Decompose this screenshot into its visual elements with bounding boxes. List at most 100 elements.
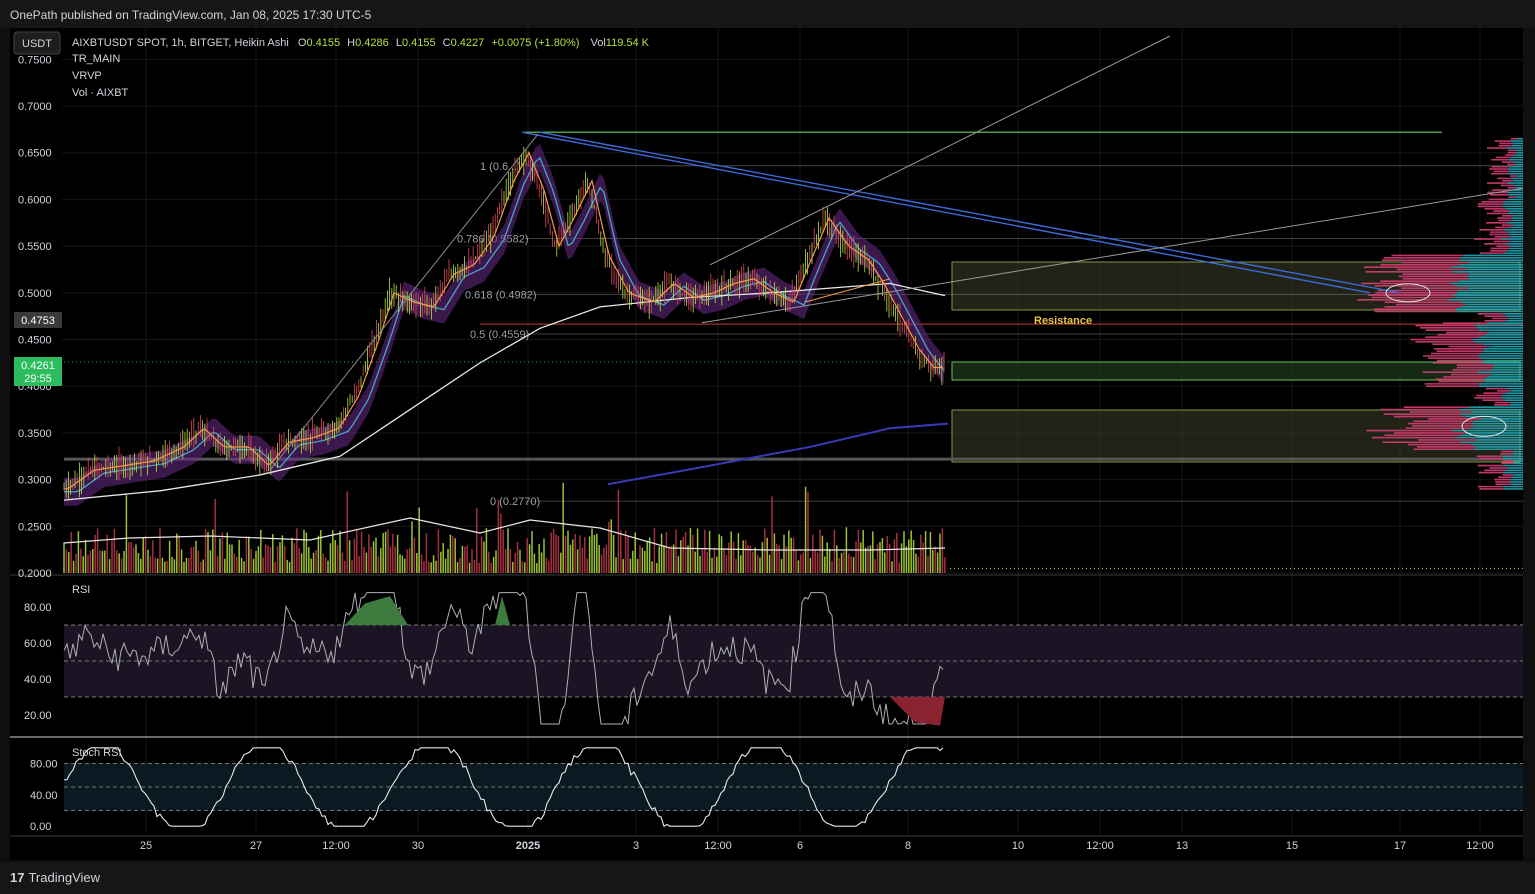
close-value: 0.4227 bbox=[451, 37, 485, 49]
price-badges: 0.4753 0.4261 29:55 bbox=[14, 312, 62, 386]
price-tick-label: 0.5000 bbox=[18, 288, 52, 300]
rising-trendline bbox=[269, 133, 539, 471]
price-series bbox=[63, 144, 949, 506]
time-tick-label: 6 bbox=[797, 840, 803, 852]
rsi-tick-label: 80.00 bbox=[24, 602, 52, 614]
tradingview-brand: TradingView bbox=[28, 870, 101, 885]
stoch-tick-label: 0.00 bbox=[30, 821, 51, 833]
tradingview-logo-icon: 17 bbox=[10, 870, 25, 885]
fast-ema-line bbox=[64, 151, 943, 490]
volume-ma-line bbox=[63, 517, 946, 551]
highlight-ellipse bbox=[1461, 415, 1507, 437]
chart-canvas[interactable]: 1 (0.6...)0.786 (0.5582)0.618 (0.4982)0.… bbox=[10, 28, 1524, 860]
descending-trendline bbox=[521, 131, 1371, 294]
ohlc-legend: AIXBTUSDT SPOT, 1h, BITGET, Heikin Ashi … bbox=[72, 37, 650, 49]
resistance-label: Resistance bbox=[1034, 315, 1092, 327]
price-tick-label: 0.5500 bbox=[18, 241, 52, 253]
rsi-tick-label: 20.00 bbox=[24, 710, 52, 722]
price-tick-label: 0.3500 bbox=[18, 428, 52, 440]
fib-level-label: 0.5 (0.4559) bbox=[470, 329, 529, 341]
axes: 0.7500 0.7000 0.6500 0.6000 0.5500 0.5000 0.45… bbox=[18, 54, 1494, 852]
price-tick-label: 0.3000 bbox=[18, 475, 52, 487]
time-tick-label: 10 bbox=[1012, 840, 1024, 852]
volume-value: 119.54 K bbox=[606, 37, 650, 49]
time-tick-label: 15 bbox=[1286, 840, 1298, 852]
time-tick-label: 3 bbox=[633, 840, 639, 852]
trendline-drawings[interactable] bbox=[269, 35, 1524, 471]
publisher-header: OnePath published on TradingView.com, Ja… bbox=[0, 0, 1535, 28]
volume-profile bbox=[1357, 137, 1523, 490]
time-tick-label: 12:00 bbox=[1466, 840, 1494, 852]
indicator-vrvp[interactable]: VRVP bbox=[72, 70, 102, 82]
time-tick-label: 8 bbox=[905, 840, 911, 852]
rsi-overbought-fill bbox=[345, 596, 408, 625]
high-value: 0.4286 bbox=[355, 37, 389, 49]
publisher-text: OnePath published on TradingView.com, Ja… bbox=[10, 8, 372, 22]
chart-legend: USDT AIXBTUSDT SPOT, 1h, BITGET, Heikin … bbox=[13, 31, 1092, 759]
rsi-line bbox=[63, 591, 944, 725]
time-tick-label: 12:00 bbox=[322, 840, 350, 852]
price-tick-label: 0.6500 bbox=[18, 148, 52, 160]
low-value: 0.4155 bbox=[402, 37, 436, 49]
stoch-tick-label: 40.00 bbox=[30, 790, 58, 802]
current-price-badge bbox=[14, 357, 62, 386]
indicator-volume[interactable]: Vol · AIXBT bbox=[72, 87, 129, 99]
slow-ema-line bbox=[63, 282, 946, 501]
price-tick-label: 0.2000 bbox=[18, 568, 52, 580]
chart-area[interactable]: 1 (0.6...) 0.786 (0.5582) 0.618 (0.4982) 0.… bbox=[10, 28, 1524, 860]
orange-trendline bbox=[804, 278, 891, 303]
price-tick-label: 0.7500 bbox=[18, 54, 52, 66]
time-tick-label: 17 bbox=[1394, 840, 1406, 852]
change-value: +0.0075 (+1.80%) bbox=[491, 37, 579, 49]
long-ma-line bbox=[607, 422, 949, 486]
fan-line bbox=[709, 35, 1171, 266]
volume-bars bbox=[63, 482, 946, 573]
time-tick-label: 27 bbox=[250, 840, 262, 852]
marker-level-badge bbox=[14, 312, 62, 328]
price-tick-label: 0.6000 bbox=[18, 194, 52, 206]
time-tick-label: 2025 bbox=[516, 840, 540, 852]
price-tick-label: 0.2500 bbox=[18, 521, 52, 533]
time-tick-label: 12:00 bbox=[704, 840, 732, 852]
countdown-text: 29:55 bbox=[24, 373, 52, 385]
footer-bar: 17 TradingView bbox=[0, 862, 1535, 894]
rsi-title[interactable]: RSI bbox=[72, 584, 90, 596]
rsi-tick-label: 60.00 bbox=[24, 638, 52, 650]
support-zone bbox=[951, 361, 1521, 381]
volume-label: Vol bbox=[590, 37, 605, 49]
stoch-rsi-pane bbox=[63, 747, 1523, 827]
indicator-tr-main[interactable]: TR_MAIN bbox=[72, 53, 120, 65]
symbol-label: AIXBTUSDT SPOT, 1h, BITGET, Heikin Ashi bbox=[72, 37, 289, 49]
fibonacci-levels: 1 (0.6...)0.786 (0.5582)0.618 (0.4982)0.… bbox=[64, 131, 1523, 569]
rsi-tick-label: 40.00 bbox=[24, 674, 52, 686]
close-label: C bbox=[443, 37, 451, 49]
tradingview-logo[interactable]: 17 TradingView bbox=[10, 870, 100, 885]
currency-button-label[interactable]: USDT bbox=[22, 38, 52, 50]
descending-trendline bbox=[539, 131, 1401, 294]
time-tick-label: 25 bbox=[140, 840, 152, 852]
fib-level-label: 0.618 (0.4982) bbox=[465, 290, 537, 302]
stoch-tick-label: 80.00 bbox=[30, 759, 58, 771]
rsi-overbought-fill bbox=[495, 596, 510, 625]
stoch-k-line bbox=[63, 747, 944, 827]
currency-button[interactable] bbox=[13, 31, 61, 55]
time-tick-label: 13 bbox=[1176, 840, 1188, 852]
low-label: L bbox=[396, 37, 402, 49]
time-tick-label: 12:00 bbox=[1086, 840, 1114, 852]
stoch-title[interactable]: Stoch RSI bbox=[72, 747, 122, 759]
highlight-ellipse bbox=[1385, 283, 1431, 303]
open-value: 0.4155 bbox=[306, 37, 340, 49]
fan-line bbox=[701, 187, 1524, 324]
rsi-pane bbox=[63, 591, 1523, 726]
fib-level-label: 1 (0.6...) bbox=[480, 161, 521, 173]
current-price-text: 0.4261 bbox=[21, 360, 55, 372]
time-tick-label: 30 bbox=[412, 840, 424, 852]
price-tick-label: 0.7000 bbox=[18, 101, 52, 113]
rsi-oversold-fill bbox=[890, 697, 945, 726]
ema-channel-band bbox=[64, 144, 944, 506]
marker-level-text: 0.4753 bbox=[21, 315, 55, 327]
fib-level-label: 0 (0.2770) bbox=[490, 496, 540, 508]
price-tick-label: 0.4500 bbox=[18, 335, 52, 347]
open-label: O bbox=[298, 37, 307, 49]
high-label: H bbox=[347, 37, 355, 49]
